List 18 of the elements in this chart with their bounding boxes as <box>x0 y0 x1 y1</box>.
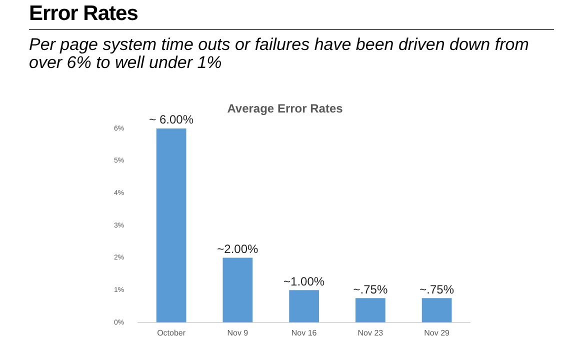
x-tick-label: Nov 16 <box>291 328 318 338</box>
bar <box>222 258 253 322</box>
data-label: ~.75% <box>420 282 454 296</box>
x-tick-label: Nov 29 <box>424 328 450 338</box>
x-tick-label: Nov 23 <box>358 328 384 338</box>
data-label: ~.75% <box>353 282 388 296</box>
data-label: ~1.00% <box>284 274 325 288</box>
x-tick-label: Nov 9 <box>227 328 249 338</box>
bar <box>289 290 319 322</box>
bar <box>422 298 452 322</box>
x-tick-label: October <box>157 328 186 338</box>
data-label: ~ 6.00% <box>149 112 194 127</box>
data-label: ~2.00% <box>217 242 259 256</box>
bar <box>156 128 186 322</box>
bar <box>356 298 386 322</box>
chart-subtitle: Per page system time outs or failures have been driven down from over 6% to well under 1% <box>29 35 530 72</box>
text: Average Error Rates <box>227 102 344 116</box>
chart-title: Error Rates <box>29 2 138 26</box>
